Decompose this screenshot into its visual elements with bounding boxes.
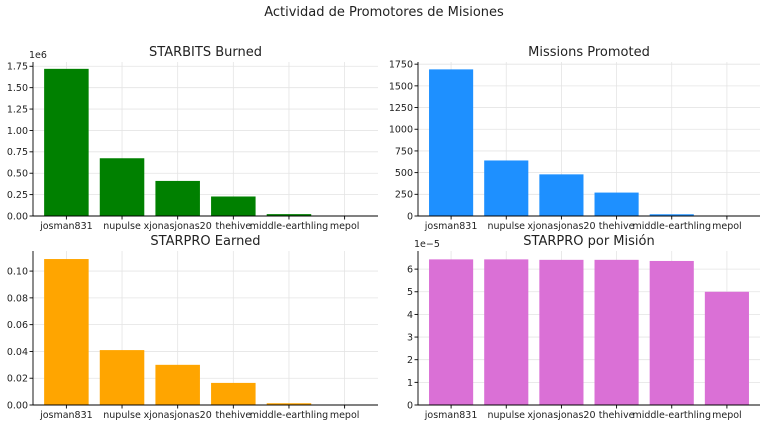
y-tick-label: 0 — [407, 400, 413, 411]
y-tick-label: 1000 — [389, 125, 413, 136]
bar-josman831 — [429, 259, 474, 405]
x-tick-label: nupulse — [103, 410, 141, 421]
y-tick-label: 0.00 — [7, 211, 28, 222]
bar-thehive — [594, 259, 639, 405]
y-tick-label: 0 — [407, 211, 413, 222]
bar-nupulse — [99, 350, 145, 405]
y-tick-label: 6 — [407, 265, 413, 276]
x-tick-label: josman831 — [424, 221, 478, 232]
x-tick-label: middle-earthling — [250, 410, 329, 421]
chart-title: STARBITS Burned — [149, 45, 262, 60]
bar-nupulse — [484, 259, 529, 405]
chart-panel-1: 0.00 0.25 0.50 0.75 1.00 1.25 1.50 1.75 josman83… — [7, 45, 378, 232]
y-tick-label: 0.06 — [7, 320, 28, 331]
bar-thehive — [211, 382, 256, 405]
bar-xjonasjonas20 — [155, 364, 200, 405]
y-tick-label: 750 — [395, 146, 413, 157]
x-tick-label: thehive — [599, 410, 635, 421]
bar-josman831 — [44, 68, 89, 216]
x-tick-label: middle-earthling — [632, 410, 711, 421]
y-tick-label: 500 — [395, 168, 413, 179]
bar-josman831 — [429, 69, 474, 216]
chart-title: Missions Promoted — [528, 45, 650, 60]
y-tick-label: 0.50 — [7, 169, 28, 180]
y-tick-label: 0.08 — [7, 293, 28, 304]
bar-xjonasjonas20 — [539, 259, 584, 405]
bar-nupulse — [484, 160, 529, 216]
y-tick-label: 0.02 — [7, 374, 28, 385]
chart-title: STARPRO por Misión — [523, 234, 654, 249]
x-tick-label: nupulse — [103, 221, 141, 232]
x-tick-label: thehive — [215, 410, 251, 421]
y-tick-label: 0.00 — [7, 400, 28, 411]
bar-middle-earthling — [649, 260, 694, 405]
x-tick-label: middle-earthling — [250, 221, 329, 232]
x-tick-label: thehive — [599, 221, 635, 232]
y-tick-label: 1.00 — [7, 126, 28, 137]
y-tick-label: 2 — [407, 355, 413, 366]
bar-xjonasjonas20 — [539, 174, 584, 216]
y-tick-label: 1500 — [389, 81, 413, 92]
y-tick-label: 3 — [407, 332, 413, 343]
chart-panel-2: 0 250 500 750 1000 1250 1500 1750 josman831 nupul… — [389, 45, 760, 232]
y-tick-label: 4 — [407, 310, 413, 321]
bar-mepol — [704, 291, 749, 405]
y-tick-label: 1750 — [389, 60, 413, 71]
x-tick-label: xjonasjonas20 — [144, 410, 212, 421]
bar-middle-earthling — [266, 214, 312, 216]
y-tick-label: 1.50 — [7, 83, 28, 94]
y-tick-label: 0.10 — [7, 266, 28, 277]
y-tick-label: 1250 — [389, 103, 413, 114]
x-tick-label: mepol — [712, 221, 742, 232]
y-tick-label: 5 — [407, 287, 413, 298]
bar-middle-earthling — [649, 214, 694, 216]
bar-thehive — [211, 196, 256, 216]
x-tick-label: xjonasjonas20 — [527, 221, 595, 232]
bar-thehive — [594, 192, 639, 216]
x-tick-label: mepol — [712, 410, 742, 421]
x-tick-label: mepol — [330, 410, 360, 421]
x-tick-label: nupulse — [487, 221, 525, 232]
x-tick-label: josman831 — [424, 410, 478, 421]
y-tick-label: 1.25 — [7, 104, 28, 115]
y-tick-label: 1 — [407, 378, 413, 389]
bar-josman831 — [44, 259, 89, 405]
y-tick-label: 250 — [395, 190, 413, 201]
x-tick-label: xjonasjonas20 — [527, 410, 595, 421]
x-tick-label: josman831 — [39, 410, 93, 421]
x-tick-label: middle-earthling — [632, 221, 711, 232]
x-tick-label: josman831 — [39, 221, 93, 232]
bar-nupulse — [99, 158, 145, 216]
y-tick-label: 0.75 — [7, 147, 28, 158]
chart-panel-3: 0.00 0.02 0.04 0.06 0.08 0.10 josman831 nupulse… — [7, 234, 378, 421]
y-tick-label: 0.25 — [7, 190, 28, 201]
y-tick-label: 0.04 — [7, 347, 28, 358]
bar-xjonasjonas20 — [155, 180, 200, 216]
x-tick-label: thehive — [215, 221, 251, 232]
bar-middle-earthling — [266, 403, 312, 405]
chart-panel-4: 0 1 2 3 4 5 6 josman831 nupulse xjonasjonas20 theh… — [407, 234, 760, 421]
y-offset-label: 1e6 — [29, 50, 47, 61]
y-tick-label: 1.75 — [7, 62, 28, 73]
x-tick-label: mepol — [330, 221, 360, 232]
figure-title: Actividad de Promotores de Misiones — [264, 5, 504, 20]
x-tick-label: nupulse — [487, 410, 525, 421]
x-tick-label: xjonasjonas20 — [144, 221, 212, 232]
y-offset-label: 1e−5 — [414, 239, 440, 250]
chart-title: STARPRO Earned — [150, 234, 260, 249]
